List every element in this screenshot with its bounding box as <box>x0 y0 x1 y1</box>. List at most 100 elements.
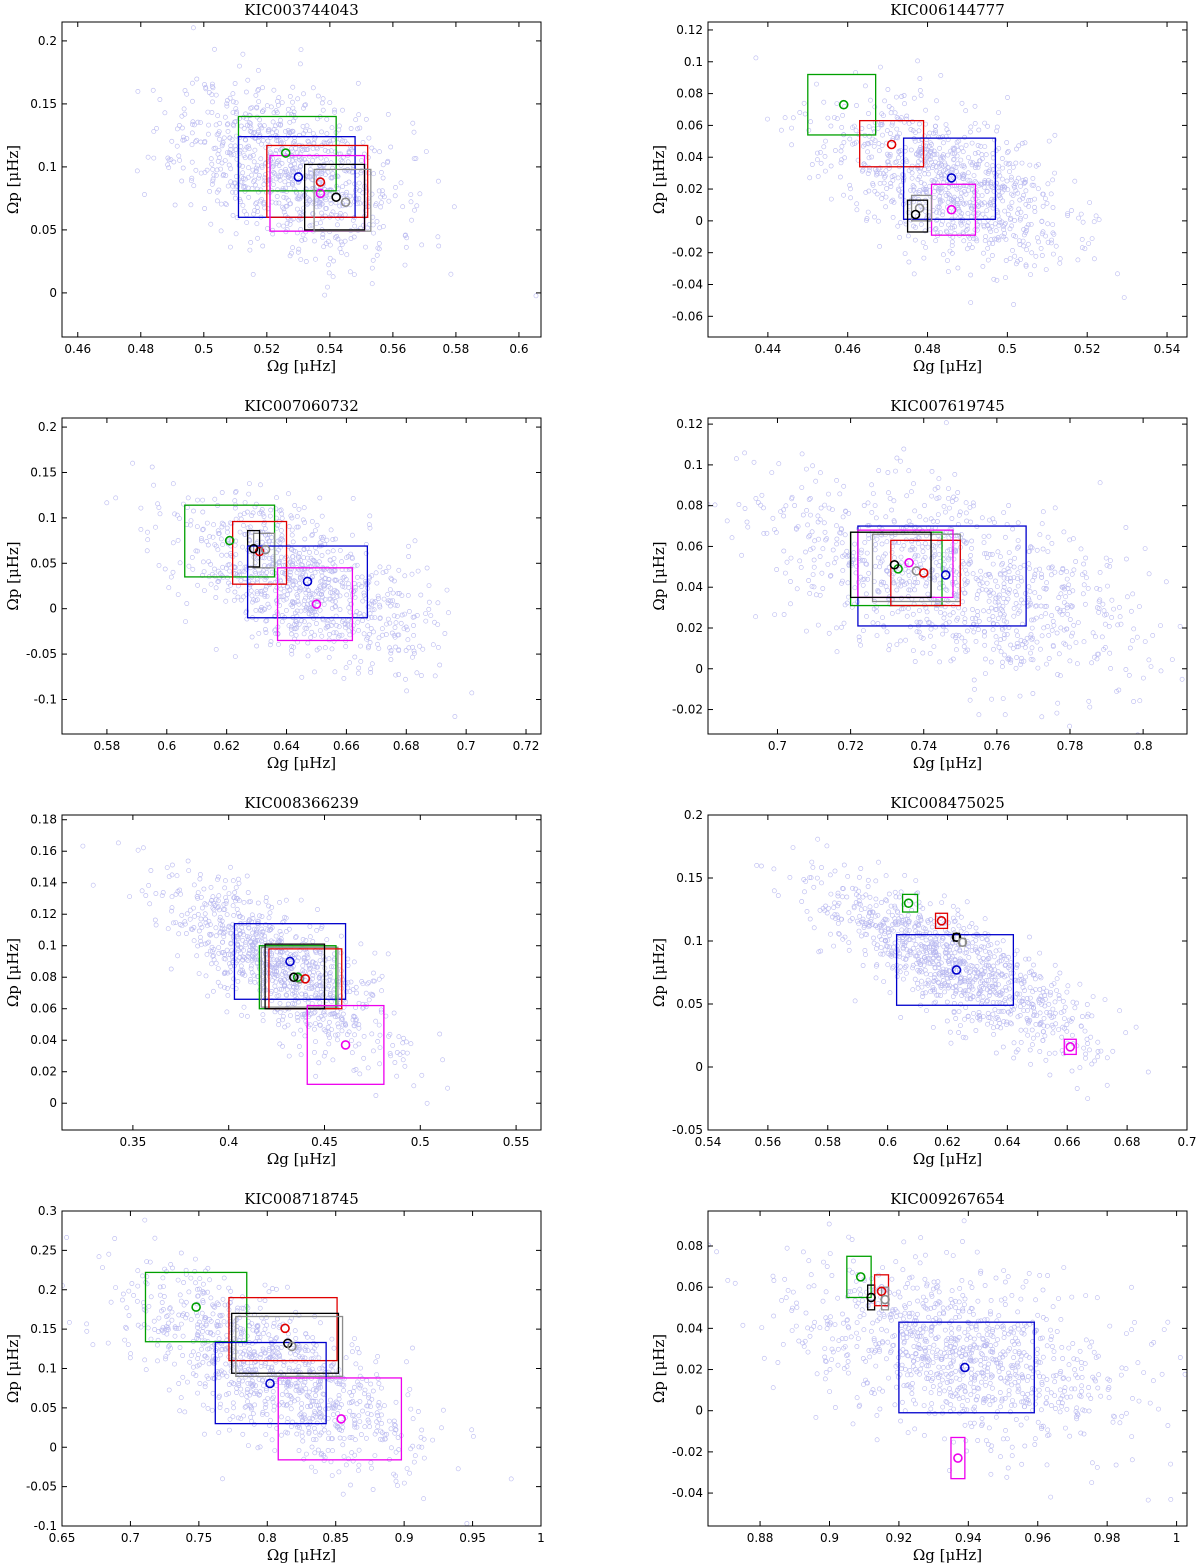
sample-point <box>370 1048 376 1054</box>
sample-point <box>1012 555 1017 561</box>
sample-point <box>298 47 304 52</box>
sample-point <box>335 1037 340 1043</box>
sample-point <box>233 516 239 522</box>
sample-point <box>387 1051 393 1056</box>
sample-point <box>290 601 296 606</box>
sample-point <box>311 1026 317 1032</box>
sample-point <box>219 524 225 530</box>
sample-point <box>915 535 921 540</box>
sample-point <box>353 984 359 990</box>
sample-point <box>953 539 959 544</box>
sample-point <box>209 110 215 115</box>
sample-point <box>879 196 885 201</box>
sample-point <box>239 1012 244 1018</box>
sample-point <box>251 159 257 165</box>
sample-point <box>223 598 229 604</box>
sample-point <box>206 90 212 95</box>
sample-point <box>279 570 285 575</box>
sample-point <box>1062 642 1068 647</box>
sample-point <box>1067 658 1073 664</box>
sample-point <box>285 592 290 597</box>
sample-point <box>377 1061 382 1067</box>
sample-point <box>839 157 844 163</box>
sample-point <box>1127 645 1133 651</box>
sample-point <box>864 216 870 221</box>
sample-point <box>1034 639 1040 645</box>
sample-point <box>1032 209 1038 214</box>
sample-point <box>866 188 872 194</box>
sample-point <box>988 659 994 665</box>
sample-point <box>285 106 291 112</box>
sample-point <box>1003 275 1008 280</box>
sample-point <box>307 970 312 976</box>
sample-point <box>185 858 191 864</box>
sample-point <box>263 922 269 928</box>
sample-point <box>243 111 248 117</box>
sample-point <box>221 956 227 962</box>
sample-point <box>293 935 298 940</box>
sample-point <box>926 171 931 177</box>
sample-point <box>957 509 963 515</box>
sample-point <box>1049 627 1055 633</box>
sample-point <box>274 159 280 164</box>
sample-point <box>920 146 926 151</box>
sample-point <box>1051 623 1057 628</box>
sample-point <box>215 877 220 882</box>
sample-point <box>884 629 890 635</box>
sample-point <box>956 512 962 518</box>
sample-point <box>1022 179 1028 185</box>
sample-point <box>919 597 925 603</box>
sample-point <box>286 491 291 497</box>
sample-point <box>970 616 975 621</box>
estimate-marker-gray <box>340 197 351 207</box>
sample-point <box>961 644 967 649</box>
sample-point <box>1123 525 1129 530</box>
sample-point <box>1000 603 1006 609</box>
sample-point <box>208 900 213 906</box>
sample-point <box>1023 213 1028 219</box>
sample-point <box>290 554 295 560</box>
sample-point <box>423 149 429 154</box>
sample-point <box>1032 204 1037 210</box>
sample-point <box>994 128 999 134</box>
sample-point <box>288 250 294 256</box>
sample-point <box>984 208 990 213</box>
sample-point <box>338 250 344 256</box>
sample-point <box>411 614 417 620</box>
sample-point <box>1108 558 1113 563</box>
sample-point <box>1008 558 1013 564</box>
sample-point <box>925 544 931 550</box>
sample-point <box>369 598 375 604</box>
sample-point <box>284 993 290 998</box>
sample-point <box>299 1012 305 1018</box>
y-tick-label: 0.02 <box>30 1065 57 1079</box>
sample-point <box>279 515 285 521</box>
sample-point <box>1008 575 1013 581</box>
sample-point <box>893 468 898 474</box>
sample-point <box>935 180 940 186</box>
sample-point <box>1015 576 1020 581</box>
sample-point <box>332 587 338 593</box>
sample-point <box>223 173 229 178</box>
sample-point <box>336 127 342 133</box>
sample-point <box>933 123 938 129</box>
sample-point <box>259 608 265 614</box>
sample-point <box>798 565 804 570</box>
sample-point <box>319 573 325 579</box>
sample-point <box>246 165 251 171</box>
sample-point <box>812 538 817 544</box>
sample-point <box>156 563 162 568</box>
sample-point <box>228 964 234 969</box>
y-tick-label: 0.02 <box>676 621 703 635</box>
sample-point <box>151 155 157 161</box>
sample-point <box>1104 563 1110 568</box>
sample-point <box>276 559 282 564</box>
sample-point <box>1195 675 1199 679</box>
sample-point <box>331 638 337 644</box>
sample-point <box>270 164 275 170</box>
sample-point <box>281 597 287 603</box>
sample-point <box>806 534 811 540</box>
y-axis-label: Ωp [μHz] <box>4 938 22 1007</box>
sample-point <box>910 183 916 189</box>
sample-point <box>259 914 265 919</box>
